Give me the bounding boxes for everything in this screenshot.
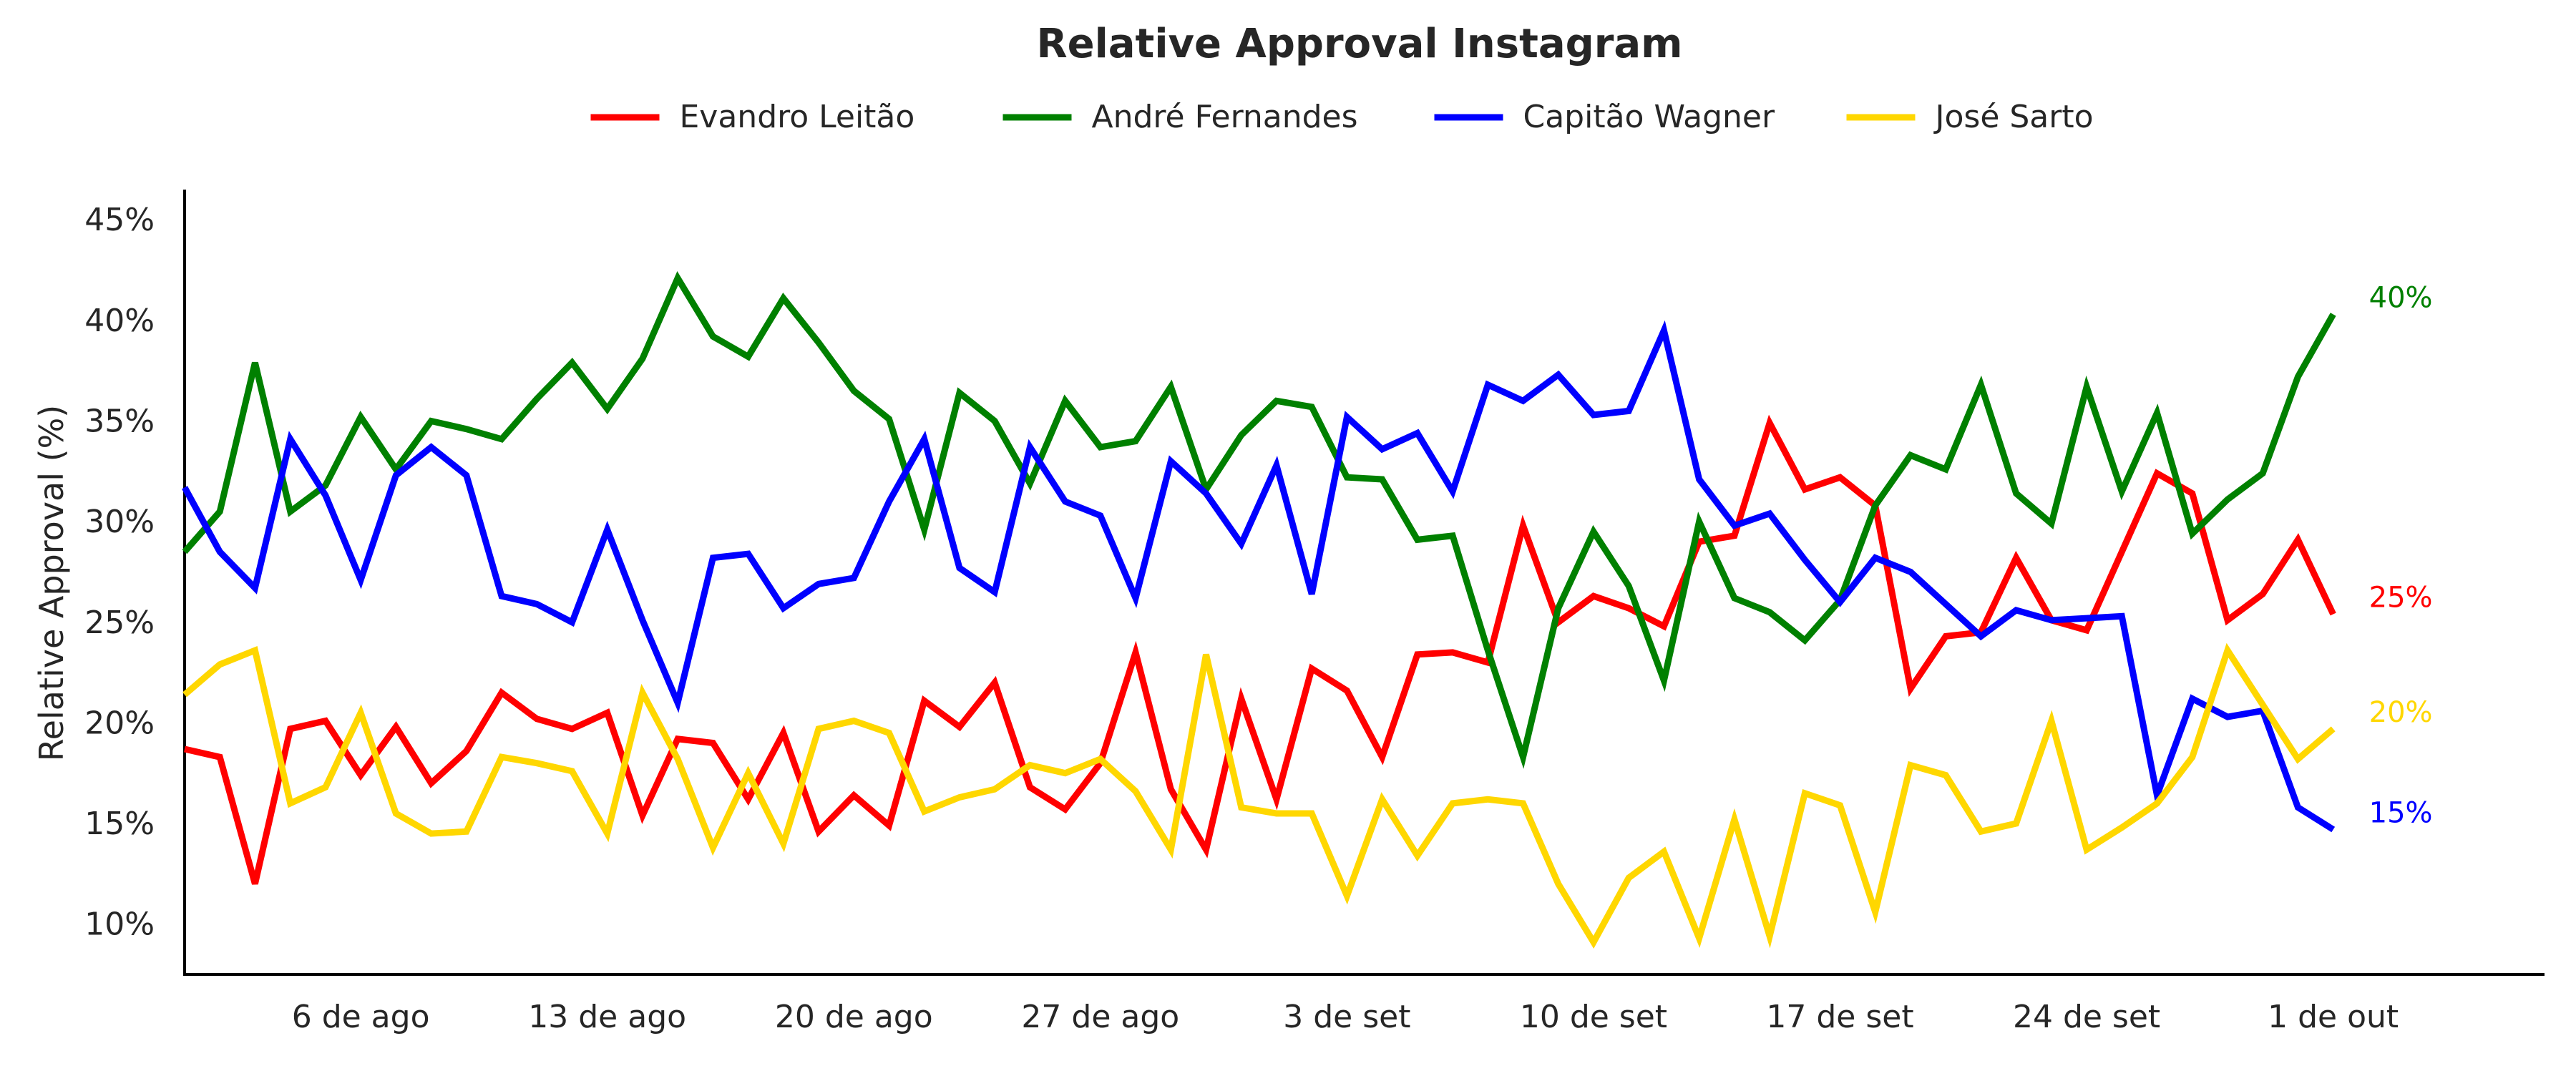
x-tick-label: 10 de set bbox=[1520, 999, 1667, 1035]
legend: Evandro Leitão André Fernandes Capitão Wag… bbox=[590, 99, 2094, 135]
series-line-2 bbox=[182, 320, 2336, 833]
y-tick-labels: 10% 15% 20% 25% 30% 35% 40% 45% bbox=[84, 202, 155, 942]
y-tick-label: 25% bbox=[84, 605, 155, 641]
y-tick-label: 45% bbox=[84, 202, 155, 238]
series-lines bbox=[182, 271, 2336, 949]
chart-title: Relative Approval Instagram bbox=[1036, 21, 1682, 67]
y-tick-label: 35% bbox=[84, 403, 155, 439]
x-tick-label: 1 de out bbox=[2268, 999, 2399, 1035]
x-tick-label: 6 de ago bbox=[292, 999, 430, 1035]
x-tick-label: 24 de set bbox=[2013, 999, 2160, 1035]
y-tick-label: 20% bbox=[84, 705, 155, 741]
series-end-label-3: 20% bbox=[2369, 696, 2433, 729]
series-end-label-0: 25% bbox=[2369, 582, 2433, 615]
series-line-1 bbox=[182, 271, 2336, 769]
legend-label-1: André Fernandes bbox=[1092, 99, 1358, 135]
x-tick-label: 13 de ago bbox=[528, 999, 686, 1035]
end-labels: 25% 40% 15% 20% bbox=[2369, 281, 2433, 829]
x-tick-label: 3 de set bbox=[1283, 999, 1410, 1035]
x-tick-label: 20 de ago bbox=[775, 999, 933, 1035]
x-tick-label: 17 de set bbox=[1766, 999, 1913, 1035]
y-axis-label: Relative Approval (%) bbox=[32, 405, 71, 761]
y-tick-label: 30% bbox=[84, 504, 155, 540]
x-tick-labels: 6 de ago 13 de ago 20 de ago 27 de ago 3 de … bbox=[292, 999, 2399, 1035]
series-line-0 bbox=[184, 414, 2336, 885]
axes bbox=[183, 190, 2545, 976]
x-tick-label: 27 de ago bbox=[1021, 999, 1179, 1035]
series-line-3 bbox=[182, 642, 2336, 949]
series-end-label-2: 15% bbox=[2369, 796, 2433, 829]
y-tick-label: 15% bbox=[84, 806, 155, 842]
series-end-label-1: 40% bbox=[2369, 281, 2433, 314]
legend-label-3: José Sarto bbox=[1933, 99, 2094, 135]
legend-label-2: Capitão Wagner bbox=[1523, 99, 1776, 135]
legend-label-0: Evandro Leitão bbox=[680, 99, 915, 135]
y-tick-label: 10% bbox=[84, 906, 155, 943]
y-tick-label: 40% bbox=[84, 303, 155, 339]
